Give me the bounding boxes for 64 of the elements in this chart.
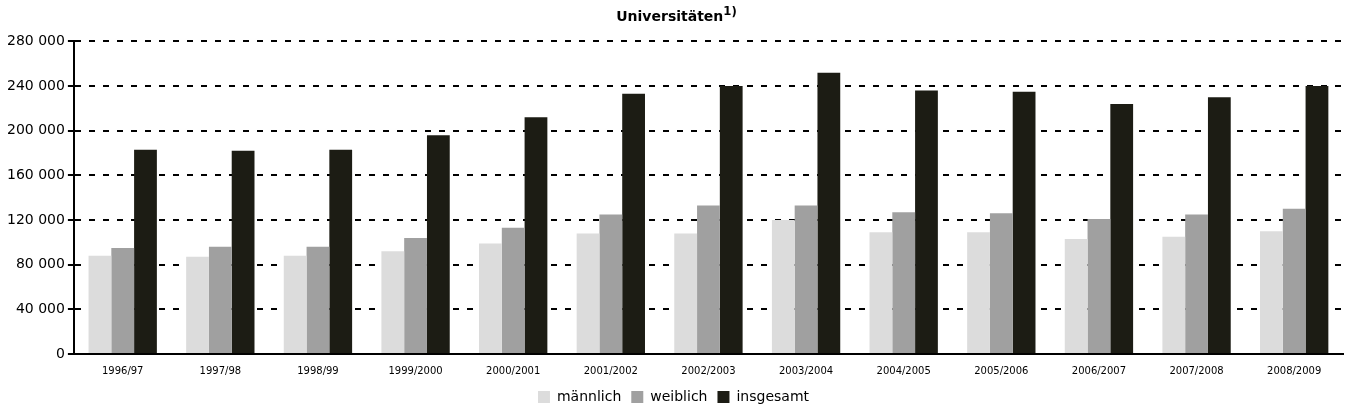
bar bbox=[404, 237, 427, 353]
x-tick-label: 1999/2000 bbox=[388, 364, 443, 376]
y-tick-label: 160 000 bbox=[6, 166, 65, 183]
y-tick-label: 40 000 bbox=[15, 299, 65, 316]
chart-title: Universitäten$^{1)}$ bbox=[615, 4, 738, 24]
x-tick-label: 1997/98 bbox=[199, 364, 242, 376]
bar bbox=[1260, 231, 1283, 353]
x-tick-label: 1998/99 bbox=[297, 364, 339, 376]
x-tick-label: 2003/2004 bbox=[778, 364, 834, 376]
bar bbox=[869, 232, 893, 353]
x-tick-label: 2005/2006 bbox=[974, 364, 1029, 376]
bar bbox=[794, 205, 818, 353]
x-tick-label: 1996/97 bbox=[101, 364, 144, 376]
bar bbox=[967, 232, 990, 353]
x-tick-label: 2004/2005 bbox=[876, 364, 931, 376]
bar bbox=[426, 135, 450, 353]
bar bbox=[283, 255, 307, 353]
bar bbox=[1110, 103, 1134, 353]
y-tick-label: 200 000 bbox=[6, 121, 65, 138]
bar bbox=[719, 86, 743, 353]
bar bbox=[501, 227, 525, 353]
y-tick-label: 240 000 bbox=[6, 76, 65, 93]
bar bbox=[989, 213, 1013, 353]
bar bbox=[186, 256, 209, 353]
bar bbox=[892, 212, 916, 353]
bar bbox=[817, 72, 841, 353]
y-tick-label: 120 000 bbox=[6, 210, 65, 227]
bar bbox=[576, 233, 600, 353]
y-tick-label: 280 000 bbox=[6, 32, 65, 49]
legend-label: insgesamt bbox=[736, 387, 810, 404]
bar bbox=[1064, 239, 1088, 353]
bar bbox=[1305, 86, 1329, 353]
bar bbox=[329, 149, 353, 353]
bar bbox=[1282, 208, 1306, 353]
x-tick-label: 2001/2002 bbox=[583, 364, 638, 376]
bar bbox=[88, 255, 112, 353]
bar bbox=[697, 205, 720, 353]
legend-label: weiblich bbox=[650, 387, 708, 404]
bar bbox=[208, 246, 232, 353]
x-tick-label: 2002/2003 bbox=[681, 364, 736, 376]
bar bbox=[111, 247, 135, 353]
bar bbox=[1207, 97, 1231, 353]
bar bbox=[134, 149, 157, 353]
bar bbox=[1185, 214, 1208, 353]
bar bbox=[231, 150, 255, 353]
x-tick-label: 2007/2008 bbox=[1169, 364, 1224, 376]
bar bbox=[674, 233, 698, 353]
bar bbox=[306, 246, 330, 353]
bar bbox=[622, 93, 645, 353]
y-tick-label: 0 bbox=[55, 344, 65, 361]
x-tick-label: 2000/2001 bbox=[486, 364, 541, 376]
bar bbox=[1162, 236, 1186, 353]
bar bbox=[524, 117, 548, 353]
bar bbox=[381, 251, 405, 353]
y-tick-label: 80 000 bbox=[15, 255, 65, 272]
bar bbox=[1012, 91, 1036, 353]
bar bbox=[479, 243, 502, 353]
bar bbox=[599, 214, 623, 353]
x-tick-label: 2008/2009 bbox=[1267, 364, 1322, 376]
bar bbox=[915, 90, 938, 353]
bar bbox=[1087, 218, 1111, 353]
legend-label: männlich bbox=[556, 387, 622, 404]
x-tick-label: 2006/2007 bbox=[1071, 364, 1127, 376]
bar bbox=[771, 220, 795, 353]
